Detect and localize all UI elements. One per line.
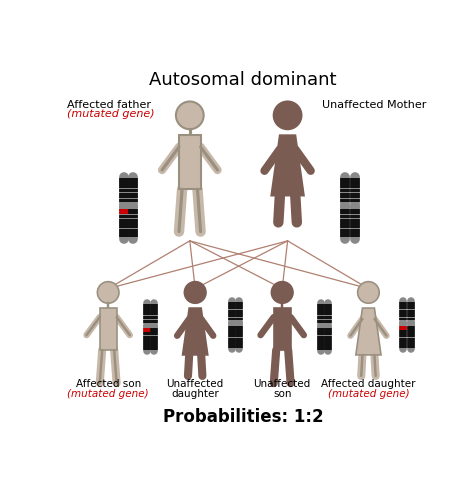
Text: Unaffected: Unaffected bbox=[166, 380, 224, 389]
Text: daughter: daughter bbox=[171, 389, 219, 399]
Text: Affected daughter: Affected daughter bbox=[321, 380, 416, 389]
Text: Affected father: Affected father bbox=[66, 100, 151, 110]
FancyBboxPatch shape bbox=[100, 308, 117, 350]
Circle shape bbox=[176, 101, 204, 129]
Polygon shape bbox=[356, 308, 381, 355]
Text: (mutated gene): (mutated gene) bbox=[328, 389, 409, 399]
Text: (mutated gene): (mutated gene) bbox=[67, 389, 149, 399]
Text: Probabilities: 1:2: Probabilities: 1:2 bbox=[163, 408, 323, 426]
Polygon shape bbox=[182, 308, 208, 355]
Circle shape bbox=[273, 101, 301, 129]
Circle shape bbox=[97, 282, 119, 303]
FancyBboxPatch shape bbox=[179, 135, 201, 189]
Circle shape bbox=[272, 282, 293, 303]
Text: Unaffected Mother: Unaffected Mother bbox=[322, 100, 427, 110]
Polygon shape bbox=[272, 135, 304, 195]
Text: Autosomal dominant: Autosomal dominant bbox=[149, 72, 337, 89]
Text: Unaffected: Unaffected bbox=[254, 380, 311, 389]
Text: son: son bbox=[273, 389, 292, 399]
Text: Affected son: Affected son bbox=[75, 380, 141, 389]
Circle shape bbox=[184, 282, 206, 303]
Circle shape bbox=[357, 282, 379, 303]
Text: (mutated gene): (mutated gene) bbox=[66, 109, 154, 119]
FancyBboxPatch shape bbox=[274, 308, 291, 350]
